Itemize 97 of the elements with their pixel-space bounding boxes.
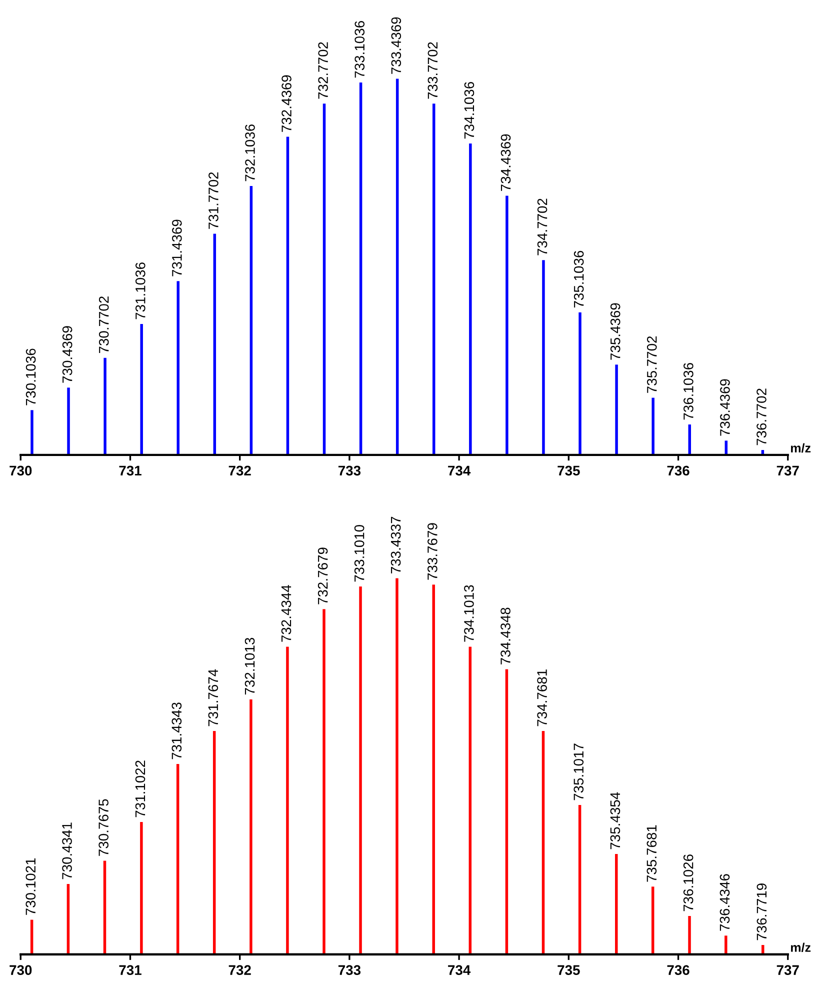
annotation: 731.7702 [208,172,218,229]
bar [322,104,326,455]
annotation: 730.4369 [62,326,72,383]
x-tick-label: 736 [667,466,690,476]
annotation: 732.1036 [245,124,255,182]
annotation: 733.1010 [354,524,364,582]
x-axis-title: m/z [791,443,811,453]
bar [140,822,143,954]
annotation: 734.4348 [500,608,510,664]
x-tick-label: 731 [119,965,142,976]
annotation: 731.7674 [208,669,218,726]
bar [176,764,180,954]
bar [140,324,143,455]
bar [250,186,253,455]
annotation: 736.4346 [720,874,730,931]
annotation: 732.4344 [281,585,292,642]
annotation: 734.7702 [537,198,548,256]
bar [286,646,289,954]
annotation: 735.7702 [646,336,657,393]
bar [652,398,654,455]
x-tick-label: 732 [228,466,251,476]
bar [104,358,106,455]
x-axis-title: m/z [791,942,811,952]
x-tick-label: 733 [338,466,361,476]
bar [396,78,399,455]
annotation: 732.7702 [318,42,328,99]
bar [396,578,398,954]
bar [103,860,106,954]
annotation: 735.1036 [574,250,584,308]
annotation: 734.7681 [537,670,547,726]
annotation: 730.4341 [62,822,72,880]
annotation: 730.1036 [26,348,36,406]
bar [432,104,436,455]
annotation: 735.4369 [610,303,620,360]
bar [505,669,508,954]
bar [359,82,362,455]
annotation: 735.1017 [574,744,584,800]
bar [213,234,216,455]
bar [651,886,654,954]
x-tick-label: 730 [10,965,32,976]
annotation: 731.1036 [135,262,146,320]
annotation: 730.7702 [98,296,109,354]
annotation: 731.4369 [172,220,182,276]
annotation: 734.4369 [500,134,511,191]
bar [67,388,70,455]
x-tick-label: 734 [448,466,471,476]
annotation: 731.4343 [172,702,182,760]
annotation: 733.7702 [428,42,438,99]
bar [176,281,180,455]
annotation: 734.1036 [464,82,474,139]
annotation: 732.4369 [282,75,292,132]
bar [506,196,508,455]
annotation: 736.1026 [683,854,694,912]
annotation: 733.7679 [428,523,438,580]
annotation: 736.7719 [756,884,767,940]
bar [30,410,34,455]
annotation: 735.4354 [610,792,620,850]
annotation: 733.4369 [391,17,402,74]
bar [578,312,582,455]
bar [432,584,435,954]
x-tick-label: 733 [338,965,361,976]
bar [322,609,326,954]
bar [286,136,290,455]
bar [250,699,252,954]
x-tick-label: 737 [776,466,799,476]
bar [688,916,691,954]
annotation: 733.1036 [354,21,365,78]
bar [615,364,618,455]
annotation: 733.4337 [390,516,401,574]
annotation: 730.7675 [98,799,108,856]
bar [212,730,216,954]
annotation: 734.1013 [464,585,474,642]
bar [542,730,545,954]
bar [578,805,582,954]
annotation: 731.1022 [135,760,146,818]
annotation: 735.7681 [646,825,657,882]
annotation: 736.4369 [720,379,730,436]
x-tick-label: 731 [119,466,142,476]
bar [469,143,472,455]
bar [615,854,618,954]
bar [359,586,362,954]
annotation: 736.7702 [756,388,766,446]
x-tick-label: 732 [228,965,251,976]
x-tick-label: 737 [776,965,799,976]
annotation: 732.1013 [244,638,255,694]
x-tick-label: 735 [558,466,580,476]
annotation: 736.1036 [684,362,694,420]
bar [724,936,728,954]
x-tick-label: 735 [558,965,580,976]
x-tick-label: 736 [667,965,690,976]
annotation: 732.7679 [318,548,328,604]
annotation: 730.1021 [26,858,36,915]
bar [542,260,545,455]
bar [468,646,472,954]
x-tick-label: 730 [10,466,32,476]
x-tick-label: 734 [448,965,471,976]
bar [66,884,70,954]
